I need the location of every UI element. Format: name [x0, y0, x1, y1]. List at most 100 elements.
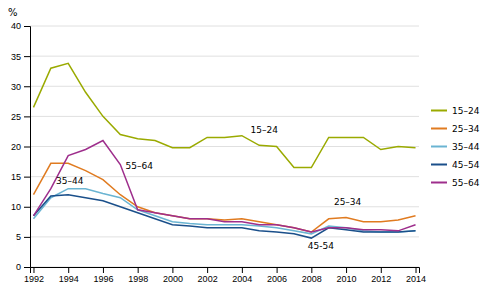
tick-mark: [103, 267, 104, 273]
tick-mark: [24, 237, 30, 238]
legend-item: 35–44: [431, 142, 480, 152]
tick-mark: [33, 267, 34, 273]
tick-label: 35: [11, 52, 21, 62]
y-axis: 0 5 10 15 20 25 30 35 40: [11, 21, 31, 272]
tick: 2004: [232, 267, 252, 284]
tick-label: 2012: [371, 274, 391, 284]
tick-label: 25: [11, 112, 21, 122]
tick-mark: [277, 267, 278, 273]
tick: 20: [11, 142, 30, 152]
legend-item: 15–24: [431, 106, 480, 116]
tick: 1992: [24, 267, 44, 284]
series-line: [33, 195, 415, 238]
tick-mark: [207, 267, 208, 273]
tick-label: 2008: [302, 274, 322, 284]
grid-line: [30, 26, 419, 27]
tick-label: 10: [11, 202, 21, 212]
grid-line: [30, 86, 419, 87]
annotation: 15–24: [251, 125, 279, 135]
tick-label: 1992: [24, 274, 44, 284]
tick-label: 1994: [59, 274, 79, 284]
tick: 35: [11, 52, 30, 62]
tick-mark: [172, 267, 173, 273]
tick-mark: [24, 267, 30, 268]
tick-label: 0: [16, 262, 21, 272]
legend-item: 25–34: [431, 124, 480, 134]
tick: 5: [16, 232, 30, 242]
annotation: 35–44: [56, 176, 84, 186]
y-axis-title: %: [8, 7, 18, 18]
series-line: [33, 63, 415, 167]
legend-label: 25–34: [452, 124, 480, 134]
tick: 25: [11, 112, 30, 122]
series-line: [33, 140, 415, 232]
legend: 15–24 25–34 35–44 45–54 55–64: [431, 106, 480, 188]
tick-label: 2004: [232, 274, 252, 284]
tick: 40: [11, 21, 30, 31]
tick: 1998: [128, 267, 148, 284]
annotation: 25–34: [334, 197, 362, 207]
annotation: 45-54: [308, 241, 334, 251]
tick-mark: [138, 267, 139, 273]
chart: 1992199419961998200020022004200620082010…: [0, 0, 491, 291]
tick-mark: [24, 56, 30, 57]
tick-mark: [24, 116, 30, 117]
tick-mark: [24, 26, 30, 27]
x-axis: 1992 1994 1996 1998 2000 2002 2004 2006 2008 2010…: [24, 267, 426, 284]
series-line: [33, 189, 415, 234]
legend-label: 55–64: [452, 178, 480, 188]
grid-line: [30, 116, 419, 117]
tick-mark: [68, 267, 69, 273]
tick-label: 30: [11, 82, 21, 92]
tick-label: 2002: [198, 274, 218, 284]
tick: 2006: [267, 267, 287, 284]
tick: 2014: [406, 267, 426, 284]
tick: 2012: [371, 267, 391, 284]
legend-swatch: [431, 110, 447, 112]
grid-line: [30, 146, 419, 147]
legend-swatch: [431, 164, 447, 166]
legend-label: 35–44: [452, 142, 480, 152]
tick-label: 1996: [93, 274, 113, 284]
legend-item: 45–54: [431, 160, 480, 170]
annotation: 55–64: [126, 161, 154, 171]
tick-mark: [346, 267, 347, 273]
x-axis-line: [31, 268, 420, 274]
tick: 2002: [198, 267, 218, 284]
grid-line: [30, 56, 419, 57]
tick-label: 5: [16, 232, 21, 242]
tick-mark: [311, 267, 312, 273]
tick-mark: [24, 177, 30, 178]
tick: 30: [11, 82, 30, 92]
tick-mark: [381, 267, 382, 273]
lines: [33, 63, 415, 238]
tick: 1996: [93, 267, 113, 284]
tick: 2010: [337, 267, 357, 284]
annotations: 15–24 35–44 55–64 25–34 45-54: [56, 125, 362, 251]
legend-label: 45–54: [452, 160, 480, 170]
legend-swatch: [431, 128, 447, 130]
tick: 0: [16, 262, 30, 272]
tick-mark: [24, 207, 30, 208]
legend-label: 15–24: [452, 106, 480, 116]
tick: 1994: [59, 267, 79, 284]
legend-item: 55–64: [431, 178, 480, 188]
tick-mark: [242, 267, 243, 273]
plot: 1992199419961998200020022004200620082010…: [11, 21, 426, 284]
tick-label: 20: [11, 142, 21, 152]
tick-label: 2000: [163, 274, 183, 284]
tick-label: 40: [11, 21, 21, 31]
tick-label: 2010: [337, 274, 357, 284]
tick: 2000: [163, 267, 183, 284]
grid-line: [30, 176, 419, 177]
tick-label: 15: [11, 172, 21, 182]
legend-swatch: [431, 146, 447, 148]
tick-mark: [416, 267, 417, 273]
tick-mark: [24, 147, 30, 148]
tick-mark: [24, 86, 30, 87]
tick-label: 2006: [267, 274, 287, 284]
legend-swatch: [431, 182, 447, 184]
tick-label: 1998: [128, 274, 148, 284]
grid: [30, 26, 419, 267]
tick: 2008: [302, 267, 322, 284]
